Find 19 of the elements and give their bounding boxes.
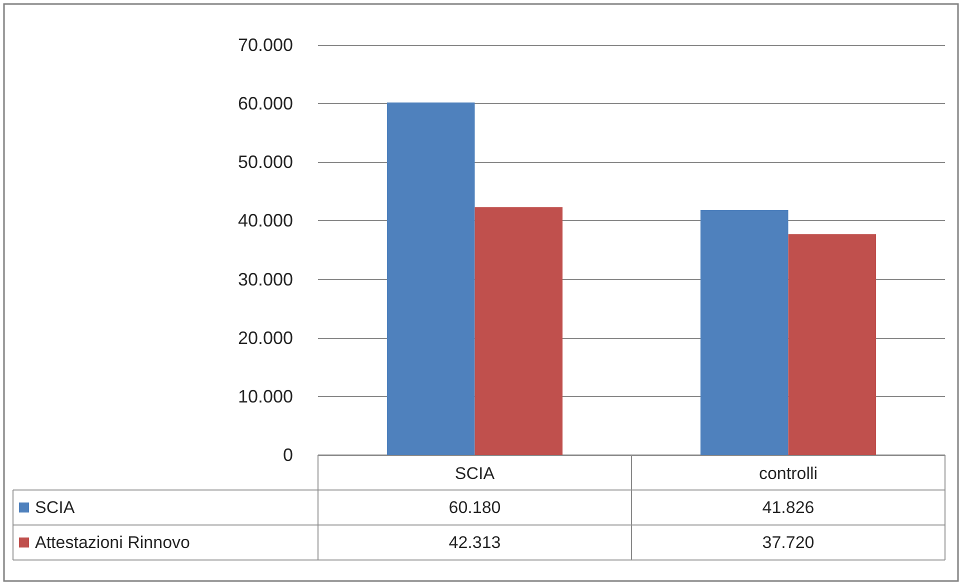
data-label: 37.720 — [762, 533, 814, 552]
y-tick-label: 60.000 — [238, 94, 293, 114]
y-tick-label: 30.000 — [238, 269, 293, 290]
legend-label: Attestazioni Rinnovo — [35, 533, 190, 552]
y-tick-label: 20.000 — [238, 328, 293, 348]
bar — [700, 210, 788, 455]
y-tick-label: 0 — [282, 445, 293, 465]
data-label: 41.826 — [762, 498, 814, 517]
data-label: 42.313 — [448, 533, 501, 552]
legend-label: SCIA — [35, 498, 76, 517]
data-label: 60.180 — [448, 498, 501, 517]
y-tick-label: 40.000 — [238, 210, 293, 231]
bar — [474, 207, 563, 455]
y-tick-label: 70.000 — [238, 35, 293, 55]
x-tick-label: controlli — [758, 464, 818, 483]
bar — [788, 234, 876, 455]
y-tick-label: 10.000 — [238, 386, 293, 406]
y-tick-label: 50.000 — [238, 152, 293, 172]
bar — [386, 102, 475, 455]
